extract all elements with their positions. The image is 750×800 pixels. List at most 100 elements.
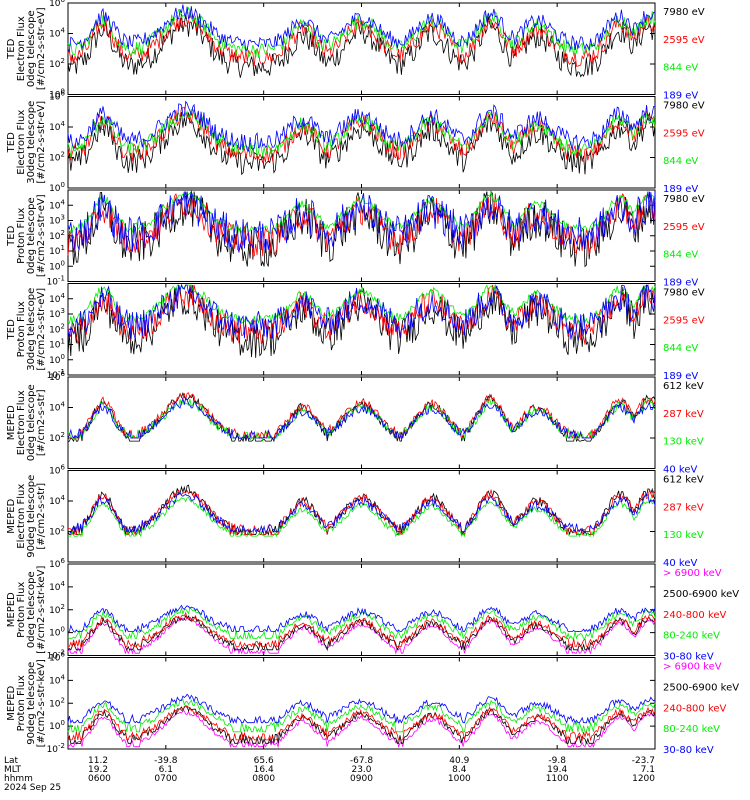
y-axis-label: MEPED xyxy=(6,498,17,533)
y-tick-label: 100 xyxy=(49,181,65,194)
legend-entry: 40 keV xyxy=(663,558,697,569)
x-tick-lat: 65.6 xyxy=(254,756,274,766)
legend-entry: 844 eV xyxy=(663,63,698,74)
series-line-2500-6900-kev xyxy=(67,615,656,652)
x-tick-lat: 40.9 xyxy=(449,756,469,766)
legend-entry: 80-240 keV xyxy=(663,724,720,735)
x-tick-hhmm: 0800 xyxy=(252,774,275,784)
legend-entry: 7980 eV xyxy=(663,288,705,299)
legend-entry: 40 keV xyxy=(663,465,697,476)
y-axis-label: 90deg telescope xyxy=(26,662,37,745)
series-line-80-240-kev xyxy=(67,698,656,734)
y-axis-label: 30deg telescope xyxy=(26,101,37,184)
y-tick-label: 103 xyxy=(49,214,65,227)
series-line-30-80-kev xyxy=(67,604,656,633)
legend-entry: > 6900 keV xyxy=(663,568,722,579)
legend-entry: 189 eV xyxy=(663,278,698,289)
y-axis-label: 0deg telescope xyxy=(26,197,37,274)
legend-entry: 287 keV xyxy=(663,409,704,420)
y-axis-label: Proton Flux xyxy=(16,582,27,638)
x-tick-hhmm: 1000 xyxy=(448,774,471,784)
y-tick-label: 100 xyxy=(49,259,65,272)
x-tick-lat: -39.8 xyxy=(154,756,178,766)
y-axis-label: [#/cm2-s-str-eV] xyxy=(36,101,47,184)
legend-entry: 287 keV xyxy=(663,502,704,513)
x-axis-row-label: hhmm xyxy=(4,774,33,784)
y-tick-label: 102 xyxy=(49,57,65,70)
panel-frame xyxy=(67,563,656,656)
series-line-240-800-kev xyxy=(68,611,656,648)
y-tick-label: 104 xyxy=(49,494,65,507)
legend-entry: 240-800 keV xyxy=(663,703,727,714)
legend-entry: 130 keV xyxy=(663,437,704,448)
series-line-30-80-kev xyxy=(67,693,656,725)
y-tick-label: 100 xyxy=(49,353,65,366)
y-axis-label: [#/cm2-s-str] xyxy=(36,483,47,550)
y-axis-label: TED xyxy=(6,319,17,340)
y-tick-label: 10-1 xyxy=(47,275,65,288)
y-tick-label: 102 xyxy=(49,696,65,709)
legend-entry: 30-80 keV xyxy=(663,745,714,756)
y-tick-label: 102 xyxy=(49,229,65,242)
y-axis-label: TED xyxy=(6,38,17,59)
x-tick-hhmm: 1100 xyxy=(546,774,569,784)
y-tick-label: 106 xyxy=(49,651,65,664)
series-line-240-800-kev xyxy=(67,704,656,742)
series-line-130-kev xyxy=(67,397,656,442)
y-axis-label: 90deg telescope xyxy=(26,475,37,558)
y-axis-label: [#/cm2-s-str-eV] xyxy=(36,194,47,277)
panel-frame xyxy=(67,376,656,469)
y-tick-label: 106 xyxy=(49,90,65,103)
x-tick-mlt: 6.1 xyxy=(159,765,173,775)
series-line--6900-kev xyxy=(67,710,656,749)
legend-entry: 612 keV xyxy=(663,475,704,486)
legend-entry: 189 eV xyxy=(663,184,698,195)
legend-entry: 189 eV xyxy=(663,371,698,382)
panel-frame xyxy=(67,657,656,750)
y-axis-label: MEPED xyxy=(6,592,17,627)
legend-entry: 2500-6900 keV xyxy=(663,682,739,693)
legend-entry: 844 eV xyxy=(663,250,698,261)
series-line-40-kev xyxy=(67,397,656,440)
x-tick-mlt: 23.0 xyxy=(351,765,371,775)
series-line-189-ev xyxy=(67,283,656,342)
x-axis-row-label: 2024 Sep 25 xyxy=(4,783,61,793)
panel-frame xyxy=(67,2,656,95)
x-axis-row-label: Lat xyxy=(4,756,19,766)
x-tick-lat: -23.7 xyxy=(632,756,655,766)
y-axis-label: MEPED xyxy=(6,685,17,720)
y-axis-label: 0deg telescope xyxy=(26,571,37,648)
y-tick-label: 102 xyxy=(49,525,65,538)
x-tick-hhmm: 0600 xyxy=(88,774,111,784)
series-line-844-ev xyxy=(67,6,656,58)
x-axis-row-label: MLT xyxy=(4,765,22,775)
legend-entry: 2500-6900 keV xyxy=(663,589,739,600)
legend-entry: 7980 eV xyxy=(663,194,705,205)
y-tick-label: 104 xyxy=(49,198,65,211)
y-tick-label: 106 xyxy=(49,0,65,9)
y-tick-label: 10-2 xyxy=(47,742,65,755)
x-tick-mlt: 7.1 xyxy=(641,765,655,775)
y-tick-label: 103 xyxy=(49,307,65,320)
y-tick-label: 104 xyxy=(49,673,65,686)
legend-entry: 612 keV xyxy=(663,381,704,392)
y-axis-label: Proton Flux xyxy=(16,208,27,264)
y-tick-label: 104 xyxy=(49,27,65,40)
series-line-189-ev xyxy=(67,100,656,152)
y-axis-label: 0deg telescope xyxy=(26,10,37,87)
y-axis-label: TED xyxy=(6,225,17,246)
series-line-287-kev xyxy=(68,488,656,536)
series-line--6900-kev xyxy=(67,616,656,655)
y-tick-label: 100 xyxy=(49,88,65,101)
series-line-7980-ev xyxy=(67,190,656,268)
legend-entry: 7980 eV xyxy=(663,101,705,112)
legend-entry: 2595 eV xyxy=(663,35,705,46)
legend-entry: 130 keV xyxy=(663,530,704,541)
x-tick-mlt: 8.4 xyxy=(452,765,467,775)
y-axis-label: 0deg telescope xyxy=(26,384,37,461)
y-tick-label: 10-1 xyxy=(47,368,65,381)
x-tick-hhmm: 1200 xyxy=(632,774,655,784)
y-tick-label: 10-2 xyxy=(47,649,65,662)
series-line-7980-ev xyxy=(67,13,656,78)
y-axis-label: Proton Flux xyxy=(16,301,27,357)
